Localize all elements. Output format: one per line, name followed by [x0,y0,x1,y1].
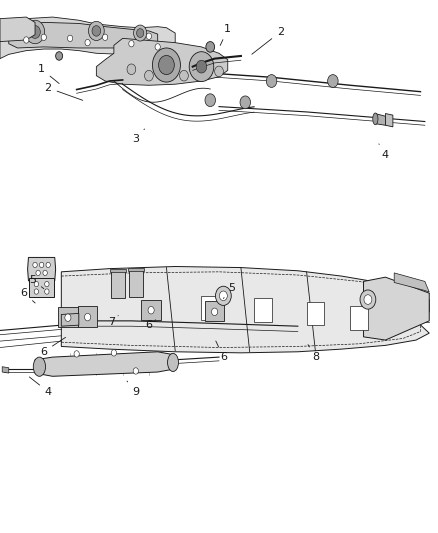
Circle shape [34,281,39,287]
Circle shape [215,286,231,305]
Circle shape [65,314,71,321]
Circle shape [148,306,154,314]
Circle shape [45,281,49,287]
Circle shape [41,34,46,41]
Text: 6: 6 [21,288,35,303]
Polygon shape [35,352,175,376]
Circle shape [56,52,63,60]
Circle shape [30,26,40,38]
Polygon shape [364,277,429,340]
Polygon shape [128,268,144,271]
Text: 7: 7 [108,316,118,327]
Ellipse shape [168,353,179,372]
Text: 1: 1 [38,64,59,84]
Circle shape [155,44,160,50]
Circle shape [180,70,188,81]
Text: 1: 1 [220,25,231,45]
Circle shape [219,291,227,301]
Polygon shape [129,270,143,297]
Text: 6: 6 [145,320,155,330]
Circle shape [102,34,108,41]
Circle shape [212,308,218,316]
Text: 6: 6 [216,341,227,362]
Polygon shape [0,0,438,149]
Polygon shape [61,266,429,353]
Polygon shape [110,269,126,272]
Circle shape [39,262,44,268]
Circle shape [46,262,50,268]
Circle shape [92,26,101,36]
Circle shape [266,75,277,87]
Circle shape [137,29,144,37]
Polygon shape [9,22,158,48]
Circle shape [45,289,49,294]
Polygon shape [78,306,97,327]
Circle shape [85,313,91,321]
Circle shape [67,35,73,42]
Circle shape [206,42,215,52]
Circle shape [127,64,136,75]
Polygon shape [61,313,79,326]
Bar [307,302,324,325]
Polygon shape [0,17,35,42]
Circle shape [133,368,138,374]
Polygon shape [205,301,224,321]
Polygon shape [141,300,161,320]
Text: 2: 2 [45,83,83,100]
Circle shape [111,350,117,356]
Circle shape [215,66,223,77]
Polygon shape [375,114,385,125]
Polygon shape [58,307,78,327]
Polygon shape [2,367,9,373]
Circle shape [146,33,152,39]
Circle shape [189,52,214,82]
Bar [350,306,368,330]
Text: 8: 8 [308,344,319,362]
Circle shape [159,55,174,75]
Polygon shape [385,114,393,127]
Text: 2: 2 [252,27,284,54]
Circle shape [85,39,90,46]
Circle shape [33,262,37,268]
Circle shape [145,70,153,81]
Circle shape [129,41,134,47]
Text: 4: 4 [29,377,52,397]
Circle shape [205,94,215,107]
Polygon shape [111,271,125,298]
Text: 5: 5 [29,275,44,289]
Circle shape [134,25,147,41]
Bar [201,296,219,320]
Circle shape [328,75,338,87]
Polygon shape [394,273,429,292]
Circle shape [196,60,207,73]
Circle shape [74,351,79,357]
Text: 9: 9 [127,381,139,397]
Ellipse shape [33,357,46,376]
Text: 3: 3 [132,129,145,143]
Circle shape [152,48,180,82]
Circle shape [43,270,47,276]
Text: 6: 6 [40,337,66,357]
Circle shape [240,96,251,109]
Circle shape [34,289,39,294]
Polygon shape [0,256,438,405]
Bar [254,298,272,322]
Bar [29,278,54,297]
Text: 4: 4 [379,144,389,159]
Circle shape [88,21,104,41]
Circle shape [364,295,372,304]
Circle shape [360,290,376,309]
Text: 5: 5 [223,283,236,298]
Ellipse shape [373,113,378,125]
Polygon shape [96,38,228,85]
Circle shape [25,20,45,44]
Polygon shape [0,17,175,59]
Circle shape [24,37,29,43]
Circle shape [36,270,40,276]
Polygon shape [28,257,56,281]
